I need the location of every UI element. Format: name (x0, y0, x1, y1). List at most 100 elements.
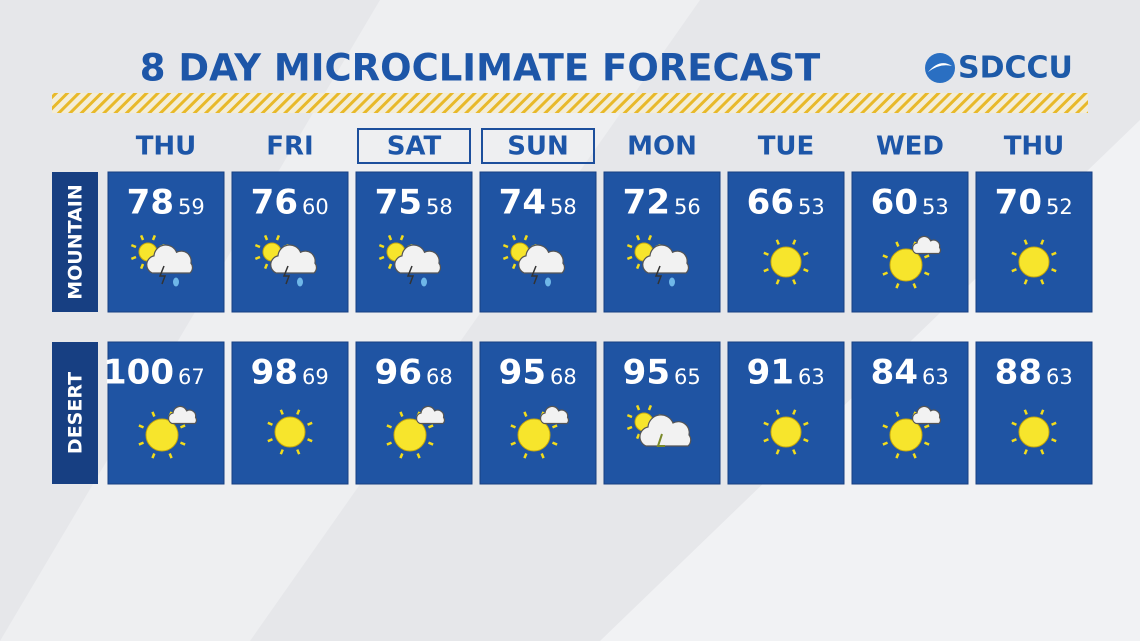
low-temp: 58 (426, 195, 453, 219)
weather-icon (138, 405, 198, 459)
sun-ray (1011, 438, 1017, 443)
cloud (270, 244, 318, 274)
sun-ray (882, 254, 889, 259)
sun (889, 418, 923, 452)
row-label: MOUNTAIN (65, 184, 87, 300)
day-cell (355, 341, 473, 485)
high-temp: 72 (623, 183, 670, 223)
day-label: SAT (387, 132, 442, 162)
sun-ray (551, 441, 558, 446)
sun-ray (895, 411, 900, 418)
high-temp: 95 (499, 353, 546, 393)
sun-ray (279, 449, 284, 455)
low-temp: 59 (178, 195, 205, 219)
sun-ray (254, 255, 261, 261)
day-label: MON (627, 132, 697, 162)
sun (517, 418, 551, 452)
sun-ray (279, 409, 284, 415)
weather-icon (882, 235, 942, 289)
sun-ray (307, 438, 313, 443)
day-label: WED (876, 132, 944, 162)
day-cell (231, 171, 349, 313)
sun-ray (267, 421, 273, 426)
sun (770, 246, 802, 278)
sun (889, 248, 923, 282)
sun-ray (1040, 239, 1045, 245)
weather-icon (1011, 239, 1057, 285)
sun-ray (792, 409, 797, 415)
low-temp: 63 (922, 365, 949, 389)
sun-ray (803, 438, 809, 443)
sun-ray (763, 438, 769, 443)
sun-ray (912, 282, 917, 289)
sun-ray (523, 234, 529, 241)
sun-ray (923, 441, 930, 446)
cloud (539, 405, 570, 425)
day-cell (975, 341, 1093, 485)
sun-ray (254, 243, 261, 249)
sun-ray (427, 441, 434, 446)
sun-ray (923, 424, 930, 429)
sun-ray (502, 255, 509, 261)
sun-ray (151, 452, 156, 459)
cloud (639, 414, 692, 447)
lightning (654, 265, 663, 285)
day-cell (231, 341, 349, 485)
sun-ray (1011, 251, 1017, 256)
sun-ray (179, 424, 186, 429)
sun-ray (882, 424, 889, 429)
high-temp: 70 (995, 183, 1042, 223)
cloud (642, 244, 690, 274)
logo-mark (925, 53, 955, 83)
sun-ray (139, 234, 145, 241)
sun-ray (510, 441, 517, 446)
weather-icon (502, 234, 566, 287)
weather-icon (378, 234, 442, 287)
sun-ray (551, 424, 558, 429)
cloud (911, 405, 942, 425)
high-temp: 60 (871, 183, 918, 223)
weather-icon (626, 404, 692, 447)
low-temp: 65 (674, 365, 701, 389)
sun-ray (775, 409, 780, 415)
sun-ray (510, 424, 517, 429)
day-box (357, 128, 471, 164)
high-temp: 84 (871, 353, 918, 393)
day-label: THU (1004, 132, 1065, 162)
sun-ray (763, 268, 769, 273)
sun-ray (523, 411, 528, 418)
sun-ray (895, 452, 900, 459)
raindrop (545, 277, 551, 287)
weather-icon (386, 405, 446, 459)
sun (770, 416, 802, 448)
sun-ray (912, 452, 917, 459)
sun-ray (635, 263, 641, 270)
high-temp: 88 (995, 353, 1042, 393)
day-cell (355, 171, 473, 313)
sun (274, 416, 306, 448)
sun-ray (151, 411, 156, 418)
sun-ray (635, 404, 641, 411)
sun-ray (267, 438, 273, 443)
day-cell (603, 341, 721, 485)
day-cell (727, 341, 845, 485)
cloud (146, 244, 194, 274)
day-cell (851, 171, 969, 313)
logo-text: SDCCU (958, 51, 1073, 86)
sun-ray (626, 413, 633, 419)
lightning (406, 265, 415, 285)
day-label: TUE (758, 132, 815, 162)
sun-ray (427, 424, 434, 429)
low-temp: 58 (550, 195, 577, 219)
sun-ray (626, 243, 633, 249)
high-temp: 66 (747, 183, 794, 223)
sun-ray (151, 234, 157, 241)
sun-ray (416, 452, 421, 459)
sun-ray (168, 452, 173, 459)
sun-ray (763, 421, 769, 426)
sun-ray (775, 239, 780, 245)
sun (393, 418, 427, 452)
sun-ray (387, 263, 393, 270)
low-temp: 69 (302, 365, 329, 389)
sun-ray (179, 441, 186, 446)
